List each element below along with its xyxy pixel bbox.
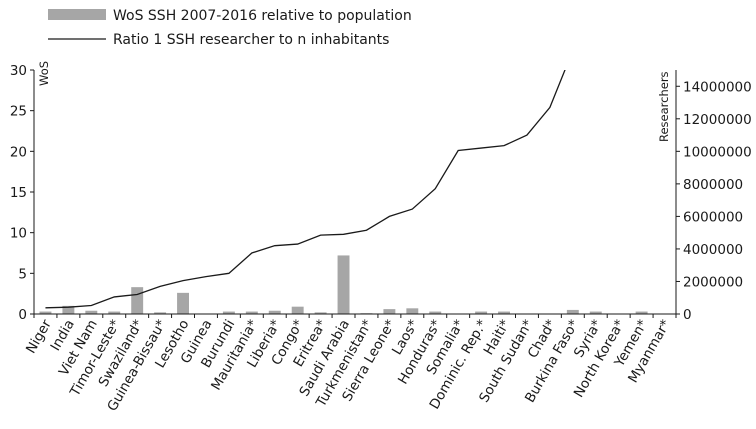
bar bbox=[222, 311, 235, 314]
bar bbox=[314, 312, 327, 314]
legend-bar-label: WoS SSH 2007-2016 relative to population bbox=[113, 8, 412, 24]
bar bbox=[635, 311, 648, 314]
legend-line-label: Ratio 1 SSH researcher to n inhabitants bbox=[113, 32, 389, 48]
bar bbox=[337, 255, 350, 314]
left-tick-label: 5 bbox=[18, 266, 27, 282]
bar bbox=[589, 311, 602, 314]
left-tick-label: 20 bbox=[10, 144, 27, 160]
bar bbox=[429, 311, 442, 314]
category-label: Niger bbox=[23, 317, 55, 357]
left-tick-label: 0 bbox=[18, 307, 27, 323]
axes: 0 5 10 15 20 25 30 0 2000000 4000000 6000000 800000… bbox=[10, 63, 752, 414]
left-tick-label: 25 bbox=[10, 104, 27, 120]
left-tick-label: 10 bbox=[10, 226, 27, 242]
bar bbox=[498, 311, 510, 314]
bar bbox=[62, 305, 75, 314]
bar-series bbox=[39, 255, 648, 314]
bar bbox=[383, 309, 396, 314]
legend: WoS SSH 2007-2016 relative to population… bbox=[48, 8, 412, 48]
legend-bar-swatch bbox=[48, 9, 106, 20]
bar bbox=[566, 309, 579, 314]
right-tick-label: 14000000 bbox=[683, 79, 752, 95]
right-tick-label: 12000000 bbox=[683, 112, 752, 128]
bar bbox=[85, 310, 98, 314]
bar bbox=[39, 311, 52, 314]
bar bbox=[245, 311, 258, 314]
bar bbox=[291, 306, 304, 314]
right-tick-label: 0 bbox=[683, 307, 692, 323]
line-series bbox=[45, 70, 566, 309]
bar bbox=[131, 287, 144, 314]
right-tick-label: 6000000 bbox=[683, 209, 743, 225]
left-tick-label: 15 bbox=[10, 185, 27, 201]
right-tick-label: 4000000 bbox=[683, 242, 743, 258]
ratio-line bbox=[45, 70, 566, 309]
right-tick-label: 10000000 bbox=[683, 144, 752, 160]
right-tick-label: 2000000 bbox=[683, 274, 743, 290]
right-tick-label: 8000000 bbox=[683, 177, 743, 193]
bar bbox=[475, 311, 488, 314]
bar bbox=[406, 308, 419, 314]
bar bbox=[268, 310, 281, 314]
bar bbox=[108, 311, 121, 314]
left-tick-label: 30 bbox=[10, 63, 27, 79]
bar bbox=[154, 312, 167, 314]
right-axis-label: Researchers bbox=[657, 71, 671, 142]
left-axis-label: WoS bbox=[37, 61, 51, 86]
bar bbox=[177, 292, 189, 314]
